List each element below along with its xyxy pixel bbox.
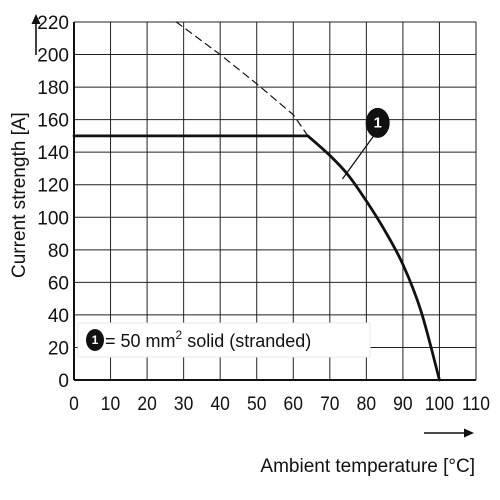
- y-tick-label: 100: [37, 208, 69, 229]
- legend-superscript: 2: [176, 328, 183, 342]
- legend: 1 = 50 mm2 solid (stranded): [77, 322, 371, 358]
- x-axis-title: Ambient temperature [°C]: [260, 456, 475, 477]
- y-tick-label: 60: [48, 273, 69, 294]
- y-tick-label: 40: [48, 306, 69, 327]
- y-tick-label: 140: [37, 143, 69, 164]
- series-dashed-extrapolation-line: [175, 21, 309, 137]
- legend-badge-label: 1: [92, 333, 99, 347]
- x-tick-label: 70: [320, 392, 339, 414]
- y-tick-label: 20: [48, 338, 69, 359]
- y-tick-labels: 0 20 40 60 80 100 120 140 160 180 200 220: [37, 13, 69, 392]
- y-tick-label: 200: [37, 46, 69, 67]
- x-tick-label: 30: [174, 392, 193, 414]
- annotation-badge: [365, 107, 390, 138]
- x-tick-label: 80: [357, 392, 376, 414]
- x-tick-label: 40: [210, 392, 229, 414]
- x-tick-label: 50: [247, 392, 266, 414]
- x-tick-labels: 0 10 20 30 40 50 60 70 80 90 100 110: [69, 392, 490, 414]
- y-tick-label: 220: [37, 13, 69, 34]
- legend-text-prefix: = 50 mm: [105, 331, 176, 351]
- y-tick-label: 80: [48, 241, 69, 262]
- legend-badge: [86, 329, 104, 351]
- y-axis-title: Current strength [A]: [9, 112, 30, 278]
- y-tick-label: 120: [37, 176, 69, 197]
- y-axis-arrow-head: [31, 14, 41, 24]
- annotation-badge-label: 1: [374, 114, 382, 131]
- x-tick-label: 60: [284, 392, 303, 414]
- annotation-leader-line: [341, 135, 375, 180]
- x-tick-label: 0: [69, 392, 79, 414]
- x-tick-label: 10: [101, 392, 120, 414]
- y-tick-label: 160: [37, 111, 69, 132]
- x-tick-label: 110: [462, 392, 490, 414]
- x-tick-label: 90: [393, 392, 412, 414]
- x-tick-label: 100: [425, 392, 454, 414]
- annotation-1: 1: [341, 107, 390, 180]
- axes: [73, 22, 476, 381]
- series-group: [72, 21, 441, 382]
- legend-entry: = 50 mm2 solid (stranded): [105, 328, 311, 351]
- x-tick-label: 20: [137, 392, 156, 414]
- legend-box: [77, 322, 371, 358]
- y-axis-title-group: Current strength [A]: [9, 14, 41, 278]
- x-axis-arrow-head: [464, 428, 474, 438]
- series-line-1: [72, 134, 441, 382]
- legend-text-suffix: solid (stranded): [182, 331, 311, 351]
- x-axis-title-group: Ambient temperature [°C]: [260, 428, 475, 477]
- y-tick-label: 180: [37, 78, 69, 99]
- y-tick-label: 0: [58, 371, 69, 392]
